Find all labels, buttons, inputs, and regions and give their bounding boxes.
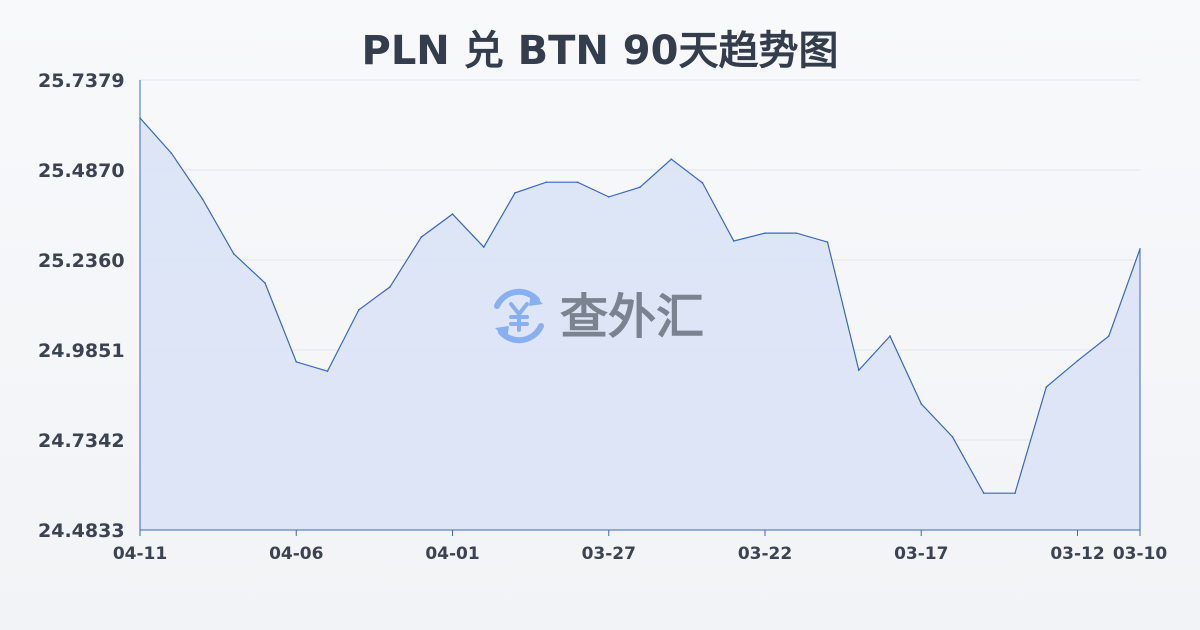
x-tick-label: 03-17 <box>894 544 948 564</box>
y-tick-label: 25.7379 <box>38 70 125 92</box>
x-tick-label: 03-22 <box>738 544 792 564</box>
data-point <box>920 403 923 405</box>
data-point <box>889 335 891 337</box>
y-tick-label: 25.4870 <box>38 160 125 182</box>
data-point <box>420 236 423 238</box>
data-point <box>295 361 298 363</box>
data-point <box>764 232 766 234</box>
data-point <box>1139 248 1141 250</box>
data-point <box>607 196 610 198</box>
data-point <box>1014 492 1016 494</box>
data-point <box>357 309 360 311</box>
data-point <box>1076 360 1079 362</box>
data-point <box>545 181 548 183</box>
chart-title: PLN 兑 BTN 90天趋势图 <box>361 28 839 74</box>
data-point <box>201 198 204 200</box>
area-fill <box>140 118 1140 530</box>
data-point <box>482 246 485 248</box>
data-point <box>732 240 735 242</box>
data-point <box>951 436 954 438</box>
data-point <box>139 117 141 119</box>
data-point <box>857 369 860 371</box>
data-point <box>826 241 829 243</box>
watermark: 查外汇 <box>494 288 704 345</box>
watermark-text: 查外汇 <box>560 289 704 345</box>
data-point <box>670 158 673 161</box>
data-point <box>1107 335 1110 337</box>
y-tick-label: 24.4833 <box>38 520 125 542</box>
x-tick-label: 04-01 <box>425 544 479 564</box>
x-tick-label: 04-11 <box>113 544 167 564</box>
x-tick-label: 03-12 <box>1050 544 1104 564</box>
data-point <box>514 192 516 194</box>
data-point <box>170 152 173 154</box>
y-tick-label: 24.7342 <box>38 430 125 452</box>
y-tick-label: 25.2360 <box>38 250 125 272</box>
x-tick-label: 03-27 <box>582 544 636 564</box>
data-point <box>451 213 454 215</box>
yen-exchange-icon <box>494 288 544 344</box>
data-point <box>795 232 798 234</box>
data-point <box>326 370 329 373</box>
data-point <box>264 282 266 284</box>
data-point <box>576 181 579 183</box>
data-point <box>701 182 704 184</box>
data-point <box>639 186 641 189</box>
data-points <box>139 117 1141 494</box>
data-point <box>389 286 391 288</box>
data-point <box>1045 386 1048 388</box>
data-point <box>232 253 235 255</box>
x-tick-label: 03-10 <box>1113 544 1168 564</box>
x-tick-label: 04-06 <box>269 544 323 564</box>
y-tick-label: 24.9851 <box>38 340 125 362</box>
data-point <box>982 492 985 494</box>
